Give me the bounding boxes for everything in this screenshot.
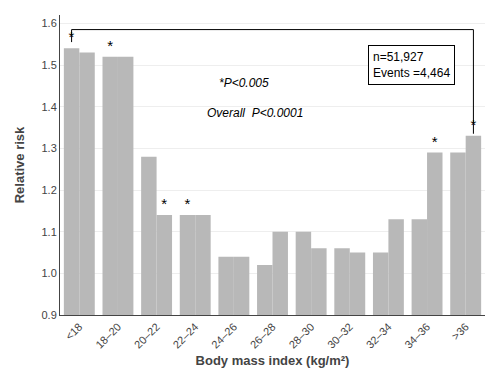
- svg-text:32–34: 32–34: [364, 321, 394, 351]
- svg-text:*: *: [432, 133, 438, 150]
- svg-text:1.1: 1.1: [42, 226, 57, 238]
- svg-text:1.6: 1.6: [42, 17, 57, 29]
- svg-text:*: *: [161, 195, 167, 212]
- svg-text:*P<0.005: *P<0.005: [219, 76, 269, 90]
- svg-text:30–32: 30–32: [325, 321, 355, 351]
- svg-text:1.0: 1.0: [42, 267, 57, 279]
- svg-text:n=51,927Events =4,464: n=51,927Events =4,464: [373, 50, 450, 80]
- svg-text:*: *: [185, 195, 191, 212]
- svg-text:18–20: 18–20: [93, 321, 123, 351]
- svg-text:1.2: 1.2: [42, 184, 57, 196]
- svg-text:34–36: 34–36: [402, 321, 432, 351]
- svg-text:*: *: [69, 28, 75, 45]
- svg-text:Relative risk: Relative risk: [12, 126, 27, 203]
- svg-text:22–24: 22–24: [170, 321, 200, 351]
- svg-text:Overall P<0.0001: Overall P<0.0001: [207, 106, 303, 120]
- svg-text:1.3: 1.3: [42, 142, 57, 154]
- svg-text:<18: <18: [63, 321, 85, 343]
- svg-text:28–30: 28–30: [286, 321, 316, 351]
- svg-text:*: *: [107, 37, 113, 54]
- svg-text:0.9: 0.9: [42, 309, 57, 321]
- svg-text:26–28: 26–28: [248, 321, 278, 351]
- svg-text:1.5: 1.5: [42, 59, 57, 71]
- svg-text:*: *: [470, 116, 476, 133]
- svg-text:1.4: 1.4: [42, 101, 57, 113]
- svg-text:Body mass index (kg/m²): Body mass index (kg/m²): [196, 353, 350, 368]
- svg-text:>36: >36: [449, 321, 471, 343]
- svg-text:24–26: 24–26: [209, 321, 239, 351]
- svg-text:20–22: 20–22: [132, 321, 162, 351]
